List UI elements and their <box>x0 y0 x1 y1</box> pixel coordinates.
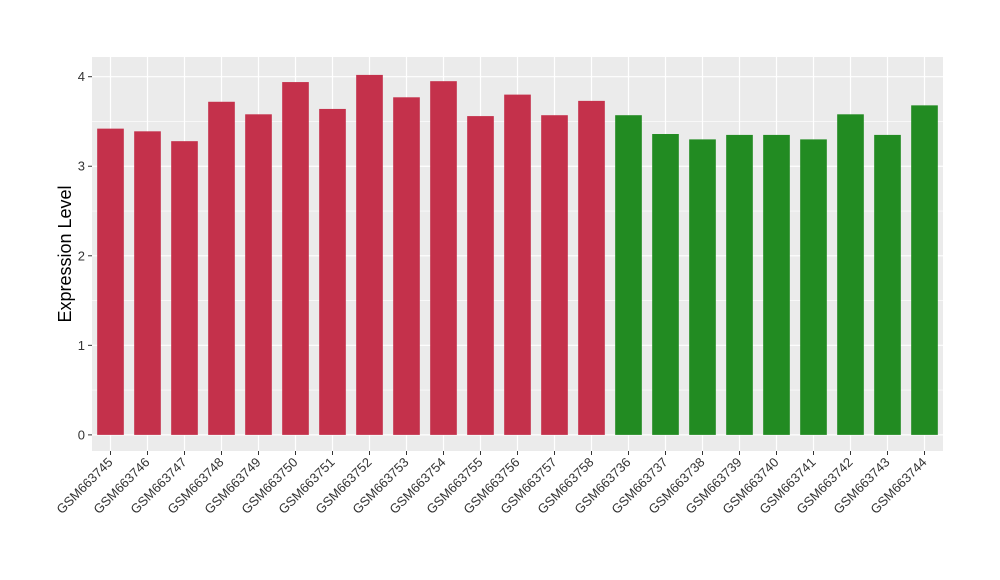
bar <box>171 141 198 435</box>
bar <box>467 116 494 435</box>
bar <box>652 134 679 435</box>
bar <box>689 139 716 435</box>
bar <box>541 115 568 435</box>
bar <box>245 114 272 435</box>
bar <box>282 82 309 435</box>
bar <box>911 105 938 435</box>
bar <box>97 128 124 435</box>
bar <box>208 101 235 435</box>
bar <box>356 74 383 435</box>
y-axis: 0 1 2 3 4 <box>78 69 92 442</box>
y-tick-label: 4 <box>78 69 85 84</box>
y-tick-label: 2 <box>78 248 85 263</box>
bar <box>319 108 346 435</box>
bar <box>726 134 753 435</box>
bar <box>504 94 531 435</box>
bar <box>615 115 642 435</box>
bars <box>97 74 938 435</box>
x-axis: GSM663745GSM663746GSM663747GSM663748GSM6… <box>53 451 930 517</box>
bar <box>393 97 420 435</box>
bar <box>800 139 827 435</box>
y-tick-label: 0 <box>78 427 85 442</box>
bar <box>763 134 790 435</box>
bar <box>134 131 161 435</box>
bar <box>430 81 457 435</box>
y-tick-label: 1 <box>78 338 85 353</box>
y-tick-label: 3 <box>78 159 85 174</box>
bar <box>837 114 864 435</box>
bar <box>874 134 901 435</box>
y-axis-label: Expression Level <box>55 185 75 322</box>
bar <box>578 100 605 435</box>
